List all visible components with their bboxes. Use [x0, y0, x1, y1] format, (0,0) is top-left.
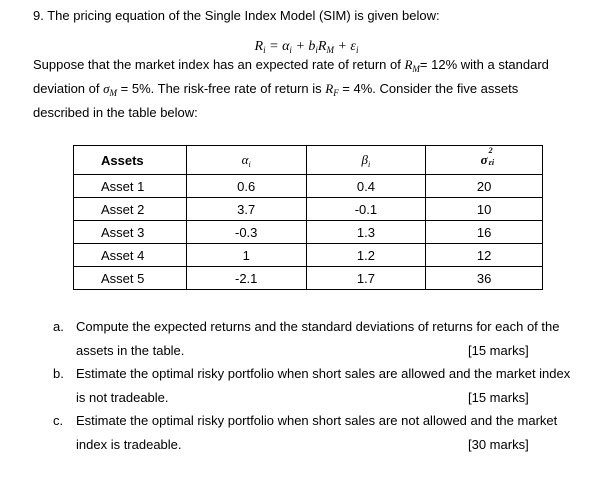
- residual-variance-cell: 16: [425, 220, 543, 244]
- sigma-superscript: 2: [488, 146, 493, 155]
- residual-variance-cell: 12: [425, 243, 543, 267]
- paragraph-line-1: Suppose that the market index has an exp…: [33, 57, 549, 77]
- table-row: Asset 5 -2.1 1.7 36: [73, 266, 543, 290]
- alpha-cell: 0.6: [185, 174, 307, 198]
- residual-variance-cell: 20: [425, 174, 543, 198]
- sim-equation: Ri = αi + biRM + εi: [254, 39, 359, 55]
- part-c-label: c.: [53, 413, 64, 428]
- beta-cell: 0.4: [305, 174, 427, 198]
- asset-name-cell: Asset 1: [73, 174, 187, 198]
- part-a-label: a.: [53, 319, 64, 334]
- text-segment: = 4%. Consider the five assets: [338, 81, 519, 96]
- header-beta: βi: [305, 145, 427, 175]
- table-row: Asset 1 0.6 0.4 20: [73, 174, 543, 198]
- part-a-line2: assets in the table.: [76, 343, 185, 358]
- beta-cell: -0.1: [305, 197, 427, 221]
- paragraph-line-3: described in the table below:: [33, 105, 198, 120]
- alpha-cell: 1: [185, 243, 307, 267]
- question-intro: 9. The pricing equation of the Single In…: [33, 8, 440, 23]
- asset-name-cell: Asset 2: [73, 197, 187, 221]
- part-b-line2: is not tradeable.: [76, 390, 169, 405]
- table-row: Asset 4 1 1.2 12: [73, 243, 543, 267]
- table-row: Asset 2 3.7 -0.1 10: [73, 197, 543, 221]
- text-segment: = 5%. The risk-free rate of return is: [117, 81, 326, 96]
- alpha-cell: -2.1: [185, 266, 307, 290]
- part-c-line2: index is tradeable.: [76, 437, 182, 452]
- asset-name-cell: Asset 4: [73, 243, 187, 267]
- header-assets: Assets: [73, 145, 187, 175]
- part-b-marks: [15 marks]: [468, 390, 529, 405]
- asset-name-cell: Asset 5: [73, 266, 187, 290]
- header-alpha: αi: [185, 145, 307, 175]
- sigma-base: σ: [480, 152, 488, 167]
- text-segment: deviation of: [33, 81, 104, 96]
- text-segment: = 12% with a standard: [419, 57, 549, 72]
- residual-variance-cell: 36: [425, 266, 543, 290]
- risk-free-symbol: RF: [325, 81, 339, 98]
- part-c-line1: Estimate the optimal risky portfolio whe…: [76, 413, 558, 428]
- part-b-line1: Estimate the optimal risky portfolio whe…: [76, 366, 571, 381]
- part-b-label: b.: [53, 366, 64, 381]
- beta-cell: 1.7: [305, 266, 427, 290]
- table-row: Asset 3 -0.3 1.3 16: [73, 220, 543, 244]
- sigma-subscript: εi: [488, 158, 495, 167]
- residual-variance-cell: 10: [425, 197, 543, 221]
- sigma-symbol: σ 2 εi: [480, 146, 495, 168]
- beta-cell: 1.2: [305, 243, 427, 267]
- part-a-line1: Compute the expected returns and the sta…: [76, 319, 560, 334]
- market-sd-symbol: σM: [103, 81, 118, 98]
- part-a-marks: [15 marks]: [468, 343, 529, 358]
- alpha-cell: -0.3: [185, 220, 307, 244]
- assets-table: Assets αi βi σ 2 εi Asset 1 0.6 0.4 20 Asset…: [73, 145, 543, 290]
- table-header-row: Assets αi βi σ 2 εi: [73, 145, 543, 175]
- beta-cell: 1.3: [305, 220, 427, 244]
- text-segment: Suppose that the market index has an exp…: [33, 57, 405, 72]
- paragraph-line-2: deviation of σM = 5%. The risk-free rate…: [33, 81, 518, 101]
- asset-name-cell: Asset 3: [73, 220, 187, 244]
- market-return-symbol: RM: [404, 57, 420, 74]
- part-c-marks: [30 marks]: [468, 437, 529, 452]
- alpha-cell: 3.7: [185, 197, 307, 221]
- header-residual-variance: σ 2 εi: [425, 145, 543, 175]
